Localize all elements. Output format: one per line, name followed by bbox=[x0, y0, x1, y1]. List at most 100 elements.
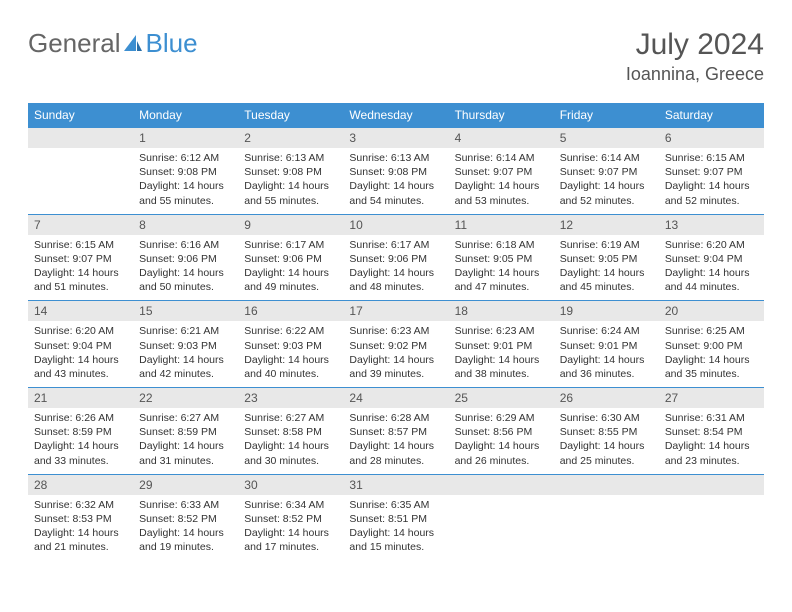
sunset-line: Sunset: 9:06 PM bbox=[139, 253, 217, 265]
day-content: Sunrise: 6:27 AM Sunset: 8:58 PM Daylight:… bbox=[238, 408, 343, 474]
sunset-line: Sunset: 8:59 PM bbox=[139, 426, 217, 438]
calendar-cell: 26Sunrise: 6:30 AMSunset: 8:55 PMDayligh… bbox=[554, 388, 659, 475]
daylight-line: Daylight: 14 hours and 55 minutes. bbox=[244, 180, 329, 206]
daylight-line: Daylight: 14 hours and 35 minutes. bbox=[665, 354, 750, 380]
sunset-line: Sunset: 8:58 PM bbox=[244, 426, 322, 438]
daylight-line: Daylight: 14 hours and 23 minutes. bbox=[665, 440, 750, 466]
daylight-line: Daylight: 14 hours and 45 minutes. bbox=[560, 267, 645, 293]
day-content: Sunrise: 6:19 AMSunset: 9:05 PMDaylight:… bbox=[554, 235, 659, 301]
sunset-line: Sunset: 9:05 PM bbox=[560, 253, 638, 265]
sunrise-line: Sunrise: 6:35 AM bbox=[349, 499, 429, 511]
daylight-line: Daylight: 14 hours and 39 minutes. bbox=[349, 354, 434, 380]
header: General Blue July 2024 Ioannina, Greece bbox=[28, 28, 764, 85]
day-content: Sunrise: 6:21 AMSunset: 9:03 PMDaylight:… bbox=[133, 321, 238, 387]
daylight-line: Daylight: 14 hours and 15 minutes. bbox=[349, 527, 434, 553]
calendar-row: 14Sunrise: 6:20 AMSunset: 9:04 PMDayligh… bbox=[28, 301, 764, 388]
daylight-line: Daylight: 14 hours and 51 minutes. bbox=[34, 267, 119, 293]
calendar-cell: 16Sunrise: 6:22 AMSunset: 9:03 PMDayligh… bbox=[238, 301, 343, 388]
calendar-cell: 4Sunrise: 6:14 AMSunset: 9:07 PMDaylight… bbox=[449, 128, 554, 215]
calendar-cell: 14Sunrise: 6:20 AMSunset: 9:04 PMDayligh… bbox=[28, 301, 133, 388]
sunset-line: Sunset: 9:08 PM bbox=[244, 166, 322, 178]
sunrise-line: Sunrise: 6:23 AM bbox=[455, 325, 535, 337]
sunrise-line: Sunrise: 6:29 AM bbox=[455, 412, 535, 424]
calendar-cell: 3Sunrise: 6:13 AMSunset: 9:08 PMDaylight… bbox=[343, 128, 448, 215]
day-content: Sunrise: 6:15 AMSunset: 9:07 PMDaylight:… bbox=[28, 235, 133, 301]
calendar-cell: 19Sunrise: 6:24 AMSunset: 9:01 PMDayligh… bbox=[554, 301, 659, 388]
logo-text-1: General bbox=[28, 28, 121, 59]
day-number: 25 bbox=[449, 388, 554, 408]
day-number: 18 bbox=[449, 301, 554, 321]
calendar-cell: 15Sunrise: 6:21 AMSunset: 9:03 PMDayligh… bbox=[133, 301, 238, 388]
daylight-line: Daylight: 14 hours and 52 minutes. bbox=[665, 180, 750, 206]
calendar-cell: 30Sunrise: 6:34 AMSunset: 8:52 PMDayligh… bbox=[238, 474, 343, 560]
day-number: 29 bbox=[133, 475, 238, 495]
day-content: Sunrise: 6:32 AMSunset: 8:53 PMDaylight:… bbox=[28, 495, 133, 561]
sunrise-line: Sunrise: 6:27 AM bbox=[244, 412, 324, 424]
calendar-cell: 9Sunrise: 6:17 AMSunset: 9:06 PMDaylight… bbox=[238, 214, 343, 301]
day-number: 22 bbox=[133, 388, 238, 408]
day-number: 20 bbox=[659, 301, 764, 321]
sunset-line: Sunset: 8:54 PM bbox=[665, 426, 743, 438]
sunset-line: Sunset: 9:04 PM bbox=[665, 253, 743, 265]
sunrise-line: Sunrise: 6:21 AM bbox=[139, 325, 219, 337]
day-number: 31 bbox=[343, 475, 448, 495]
calendar-cell: 20Sunrise: 6:25 AMSunset: 9:00 PMDayligh… bbox=[659, 301, 764, 388]
daylight-line: Daylight: 14 hours and 48 minutes. bbox=[349, 267, 434, 293]
day-content: Sunrise: 6:22 AMSunset: 9:03 PMDaylight:… bbox=[238, 321, 343, 387]
day-number: 19 bbox=[554, 301, 659, 321]
sunset-line: Sunset: 8:55 PM bbox=[560, 426, 638, 438]
logo-sail-icon bbox=[122, 33, 144, 55]
calendar-cell: 27Sunrise: 6:31 AMSunset: 8:54 PMDayligh… bbox=[659, 388, 764, 475]
day-content: Sunrise: 6:15 AMSunset: 9:07 PMDaylight:… bbox=[659, 148, 764, 214]
calendar-cell: 6Sunrise: 6:15 AMSunset: 9:07 PMDaylight… bbox=[659, 128, 764, 215]
weekday-header: Saturday bbox=[659, 103, 764, 128]
sunset-line: Sunset: 9:07 PM bbox=[455, 166, 533, 178]
location: Ioannina, Greece bbox=[626, 64, 764, 85]
day-number-empty bbox=[28, 128, 133, 148]
day-content: Sunrise: 6:27 AMSunset: 8:59 PMDaylight:… bbox=[133, 408, 238, 474]
day-number: 23 bbox=[238, 388, 343, 408]
sunrise-line: Sunrise: 6:17 AM bbox=[349, 239, 429, 251]
sunrise-line: Sunrise: 6:27 AM bbox=[139, 412, 219, 424]
day-content: Sunrise: 6:13 AMSunset: 9:08 PMDaylight:… bbox=[238, 148, 343, 214]
daylight-line: Daylight: 14 hours and 21 minutes. bbox=[34, 527, 119, 553]
day-number: 12 bbox=[554, 215, 659, 235]
daylight-line: Daylight: 14 hours and 28 minutes. bbox=[349, 440, 434, 466]
daylight-line: Daylight: 14 hours and 54 minutes. bbox=[349, 180, 434, 206]
day-number: 28 bbox=[28, 475, 133, 495]
day-content: Sunrise: 6:24 AMSunset: 9:01 PMDaylight:… bbox=[554, 321, 659, 387]
day-content: Sunrise: 6:17 AMSunset: 9:06 PMDaylight:… bbox=[238, 235, 343, 301]
daylight-line: Daylight: 14 hours and 38 minutes. bbox=[455, 354, 540, 380]
day-number: 11 bbox=[449, 215, 554, 235]
day-number: 5 bbox=[554, 128, 659, 148]
day-content: Sunrise: 6:12 AMSunset: 9:08 PMDaylight:… bbox=[133, 148, 238, 214]
calendar-cell-empty bbox=[554, 474, 659, 560]
sunrise-line: Sunrise: 6:14 AM bbox=[455, 152, 535, 164]
day-content: Sunrise: 6:33 AMSunset: 8:52 PMDaylight:… bbox=[133, 495, 238, 561]
logo: General Blue bbox=[28, 28, 198, 59]
day-number: 17 bbox=[343, 301, 448, 321]
day-content: Sunrise: 6:13 AMSunset: 9:08 PMDaylight:… bbox=[343, 148, 448, 214]
sunset-line: Sunset: 8:53 PM bbox=[34, 513, 112, 525]
day-content: Sunrise: 6:18 AMSunset: 9:05 PMDaylight:… bbox=[449, 235, 554, 301]
sunset-line: Sunset: 8:59 PM bbox=[34, 426, 112, 438]
day-number: 26 bbox=[554, 388, 659, 408]
day-number-empty bbox=[554, 475, 659, 495]
day-content: Sunrise: 6:29 AMSunset: 8:56 PMDaylight:… bbox=[449, 408, 554, 474]
day-content: Sunrise: 6:26 AMSunset: 8:59 PMDaylight:… bbox=[28, 408, 133, 474]
daylight-line: Daylight: 14 hours and 25 minutes. bbox=[560, 440, 645, 466]
daylight-line: Daylight: 14 hours and 44 minutes. bbox=[665, 267, 750, 293]
sunset-line: Sunset: 8:52 PM bbox=[244, 513, 322, 525]
sunset-line: Sunset: 9:02 PM bbox=[349, 340, 427, 352]
sunrise-line: Sunrise: 6:26 AM bbox=[34, 412, 114, 424]
daylight-line: Daylight: 14 hours and 30 minutes. bbox=[244, 440, 329, 466]
day-content: Sunrise: 6:25 AMSunset: 9:00 PMDaylight:… bbox=[659, 321, 764, 387]
calendar-cell: 17Sunrise: 6:23 AMSunset: 9:02 PMDayligh… bbox=[343, 301, 448, 388]
title-block: July 2024 Ioannina, Greece bbox=[626, 28, 764, 85]
sunrise-line: Sunrise: 6:13 AM bbox=[349, 152, 429, 164]
daylight-line: Daylight: 14 hours and 49 minutes. bbox=[244, 267, 329, 293]
day-content: Sunrise: 6:34 AMSunset: 8:52 PMDaylight:… bbox=[238, 495, 343, 561]
calendar-cell: 23 Sunrise: 6:27 AM Sunset: 8:58 PM Dayligh… bbox=[238, 388, 343, 475]
day-number: 4 bbox=[449, 128, 554, 148]
day-content: Sunrise: 6:20 AMSunset: 9:04 PMDaylight:… bbox=[659, 235, 764, 301]
